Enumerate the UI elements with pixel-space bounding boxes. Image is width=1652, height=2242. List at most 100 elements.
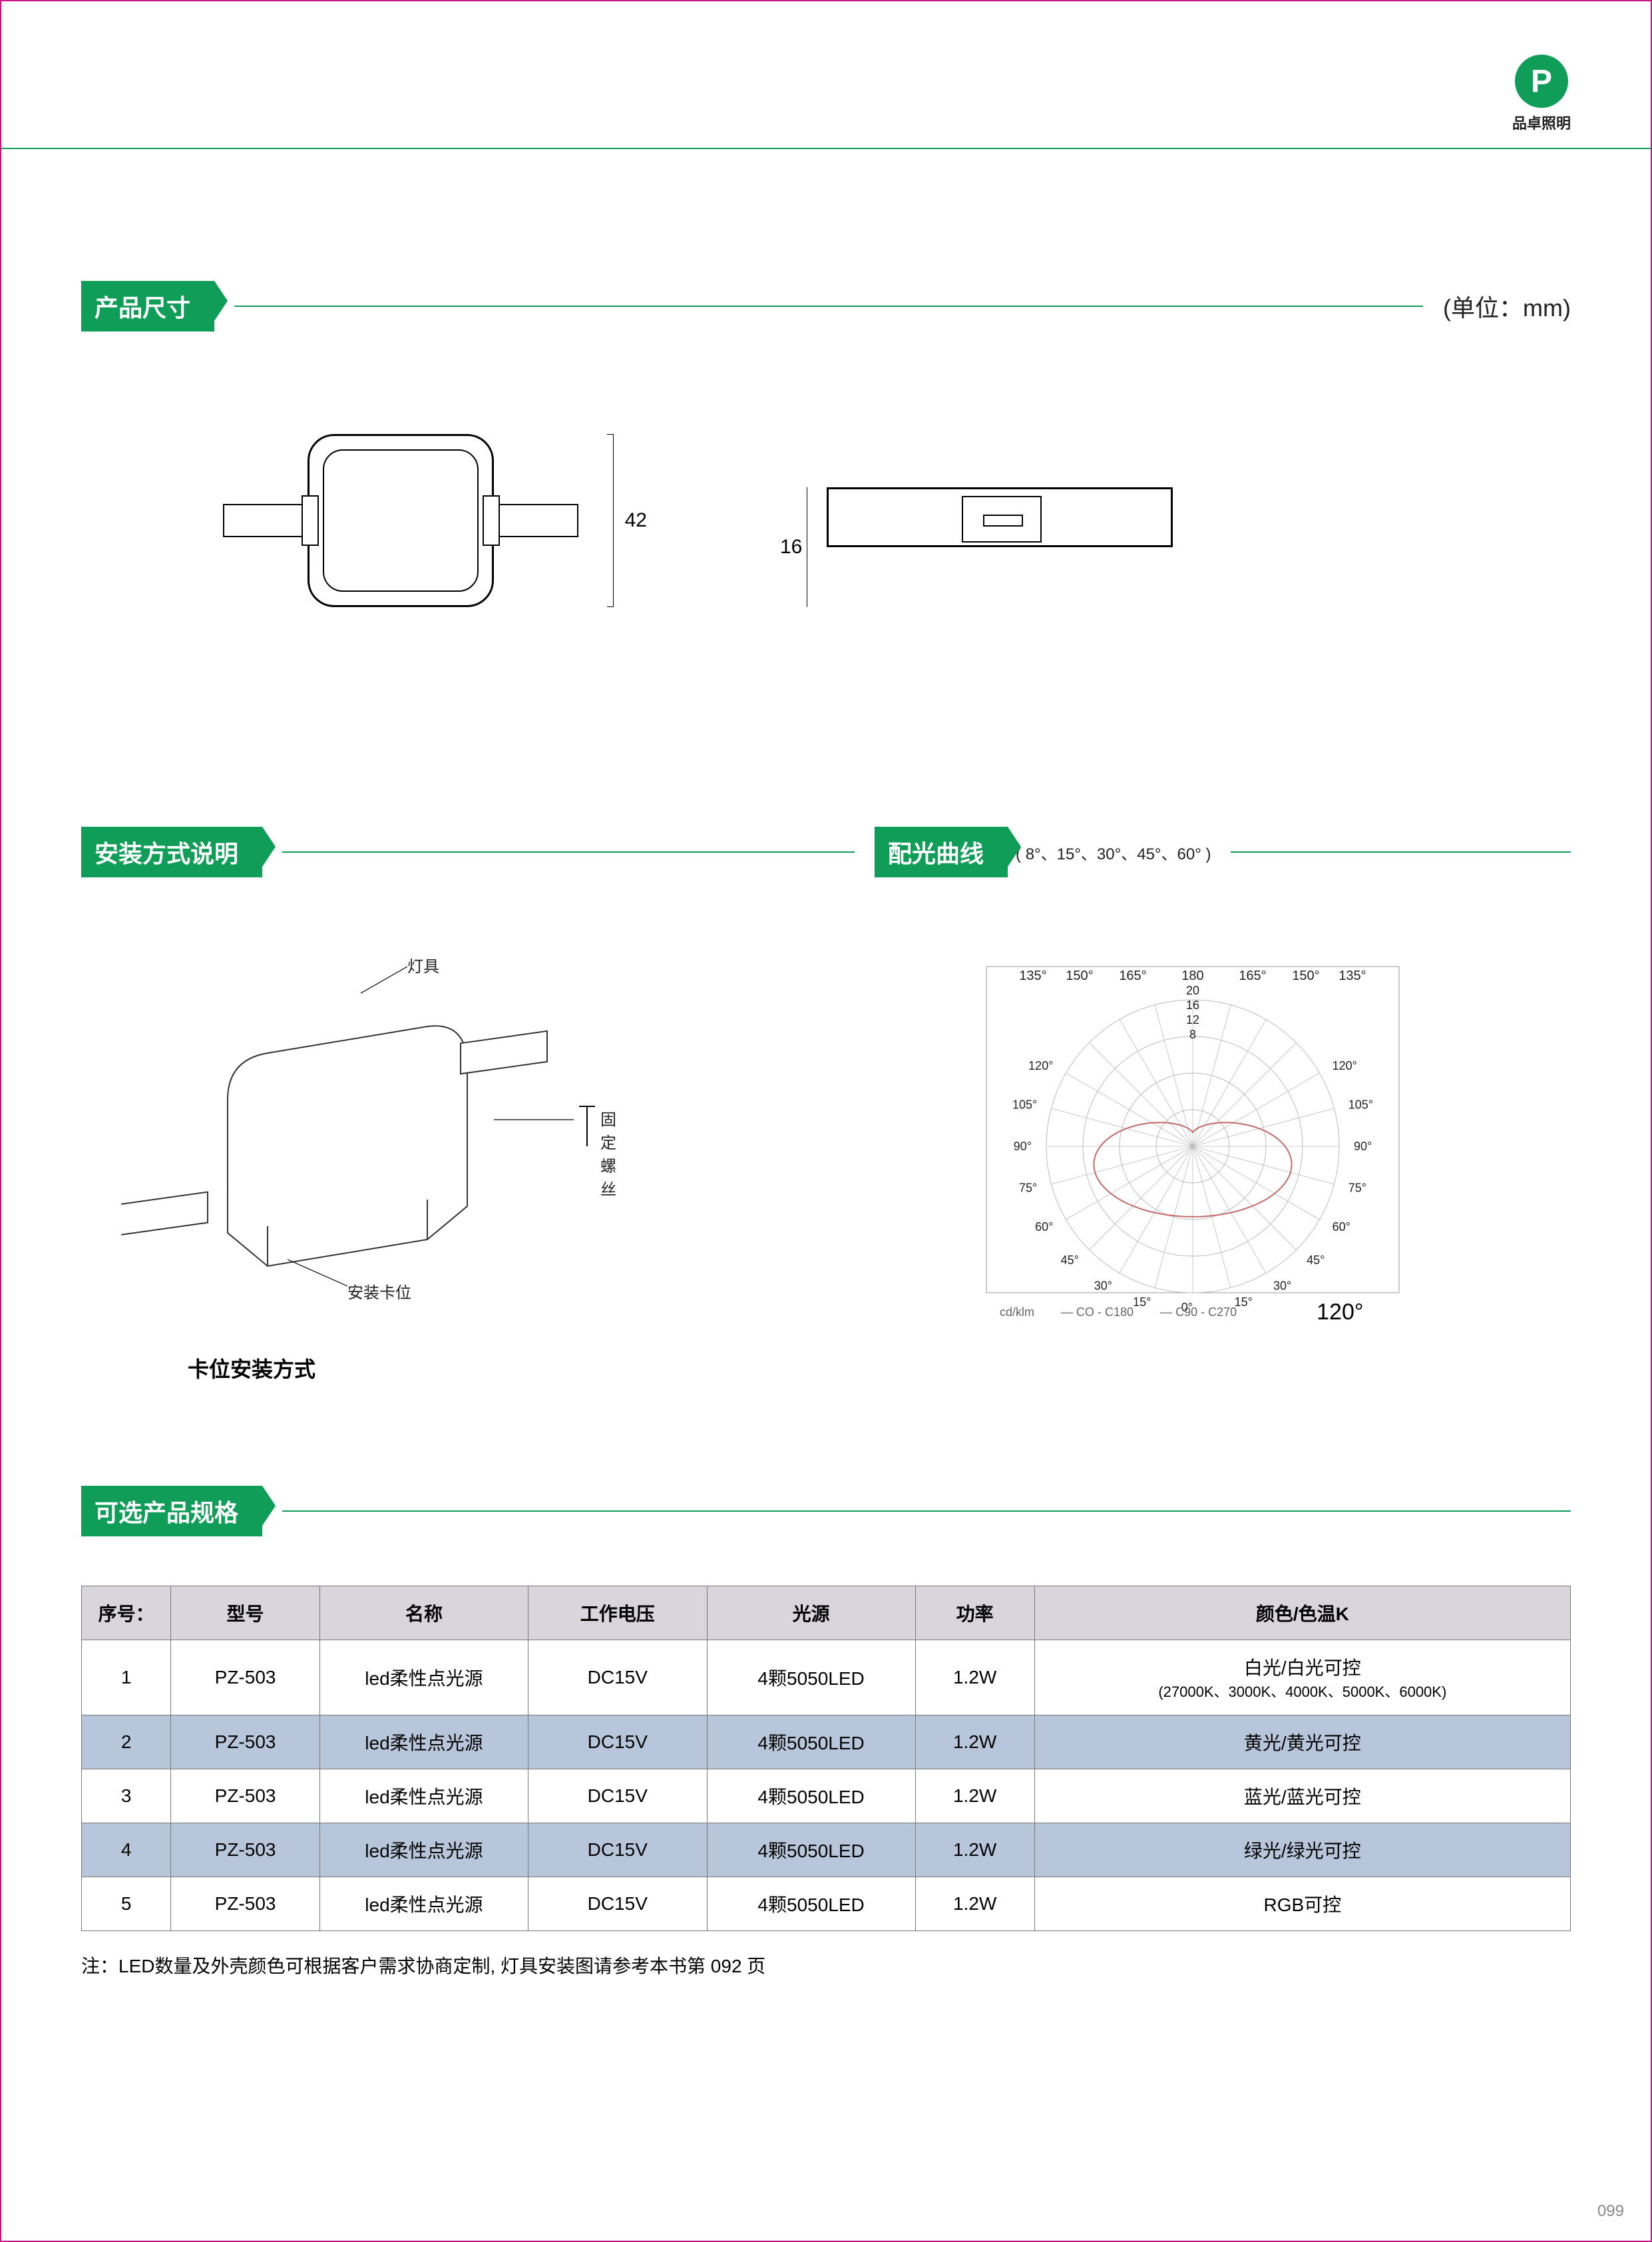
section-dims-title: 产品尺寸 (81, 281, 214, 332)
svg-text:105°: 105° (1348, 1098, 1373, 1111)
table-cell: 1 (82, 1640, 171, 1715)
table-cell: led柔性点光源 (319, 1715, 528, 1769)
table-row: 2PZ-503led柔性点光源DC15V4颗5050LED1.2W黄光/黄光可控 (82, 1715, 1571, 1769)
dim-top-view (308, 434, 494, 607)
table-header: 名称 (319, 1586, 528, 1640)
table-cell: 白光/白光可控(27000K、3000K、4000K、5000K、6000K) (1034, 1640, 1570, 1715)
specs-table-wrap: 序号：型号名称工作电压光源功率颜色/色温K1PZ-503led柔性点光源DC15… (81, 1586, 1571, 1931)
table-cell: 1.2W (915, 1823, 1034, 1877)
svg-text:105°: 105° (1012, 1098, 1037, 1111)
table-cell: DC15V (528, 1877, 707, 1931)
table-cell: PZ-503 (171, 1715, 320, 1769)
table-cell: 绿光/绿光可控 (1034, 1823, 1570, 1877)
table-cell: RGB可控 (1034, 1877, 1570, 1931)
install-figure: 灯具 固定螺丝 安装卡位 (121, 947, 587, 1306)
svg-text:12: 12 (1186, 1013, 1199, 1026)
table-cell: 5 (82, 1877, 171, 1931)
svg-text:180: 180 (1181, 969, 1203, 983)
svg-text:30°: 30° (1094, 1279, 1112, 1293)
unit-label: (单位：mm) (1443, 289, 1571, 324)
section-install-curve-header: 安装方式说明 配光曲线 ( 8°、15°、30°、45°、60° ) (81, 827, 1571, 877)
table-row: 1PZ-503led柔性点光源DC15V4颗5050LED1.2W白光/白光可控… (82, 1640, 1571, 1715)
svg-text:8: 8 (1189, 1028, 1196, 1041)
table-cell: led柔性点光源 (319, 1823, 528, 1877)
page-number: 099 (1597, 2202, 1624, 2221)
table-cell: DC15V (528, 1823, 707, 1877)
dim-height-value: 42 (625, 509, 647, 532)
callout-screw: 固定螺丝 (600, 1106, 616, 1200)
table-header: 序号： (82, 1586, 171, 1640)
table-cell: led柔性点光源 (319, 1877, 528, 1931)
svg-text:60°: 60° (1333, 1220, 1350, 1233)
callout-clip: 安装卡位 (347, 1279, 411, 1303)
table-cell: 4颗5050LED (707, 1823, 915, 1877)
svg-text:150°: 150° (1066, 969, 1093, 983)
table-cell: 1.2W (915, 1769, 1034, 1823)
table-cell: 黄光/黄光可控 (1034, 1715, 1570, 1769)
table-cell: led柔性点光源 (319, 1769, 528, 1823)
table-cell: 蓝光/蓝光可控 (1034, 1769, 1570, 1823)
svg-text:45°: 45° (1061, 1253, 1079, 1267)
table-header: 颜色/色温K (1034, 1586, 1570, 1640)
table-header: 光源 (707, 1586, 915, 1640)
table-header: 型号 (171, 1586, 320, 1640)
logo-icon: P (1515, 55, 1568, 108)
callout-fixture: 灯具 (407, 953, 439, 977)
section-dims-header: 产品尺寸 (单位：mm) (81, 281, 1571, 332)
table-cell: 3 (82, 1769, 171, 1823)
table-cell: DC15V (528, 1769, 707, 1823)
svg-text:135°: 135° (1019, 969, 1046, 983)
table-cell: 4颗5050LED (707, 1715, 915, 1769)
dim-thickness-value: 16 (780, 536, 802, 559)
polar-beam-angle: 120° (1317, 1299, 1363, 1325)
table-cell: DC15V (528, 1640, 707, 1715)
footnote: 注：LED数量及外壳颜色可根据客户需求协商定制, 灯具安装图请参考本书第 092… (81, 1952, 765, 1978)
table-cell: led柔性点光源 (319, 1640, 528, 1715)
table-row: 4PZ-503led柔性点光源DC15V4颗5050LED1.2W绿光/绿光可控 (82, 1823, 1571, 1877)
dimension-drawings: 42 16 (268, 434, 1518, 607)
section-curve-title: 配光曲线 (875, 827, 1008, 877)
polar-legend-b: — C90 - C270 (1160, 1305, 1237, 1319)
svg-text:120°: 120° (1333, 1059, 1357, 1072)
table-cell: 4颗5050LED (707, 1769, 915, 1823)
curve-angles: ( 8°、15°、30°、45°、60° ) (1016, 841, 1211, 864)
section-specs-header: 可选产品规格 (81, 1486, 1571, 1536)
svg-text:165°: 165° (1119, 969, 1146, 983)
table-cell: 4颗5050LED (707, 1640, 915, 1715)
table-row: 3PZ-503led柔性点光源DC15V4颗5050LED1.2W蓝光/蓝光可控 (82, 1769, 1571, 1823)
svg-text:150°: 150° (1292, 969, 1319, 983)
svg-text:16: 16 (1186, 999, 1199, 1012)
polar-unit: cd/klm (1000, 1305, 1034, 1319)
specs-table: 序号：型号名称工作电压光源功率颜色/色温K1PZ-503led柔性点光源DC15… (81, 1586, 1571, 1931)
brand-logo: P 品卓照明 (1512, 55, 1571, 133)
table-row: 5PZ-503led柔性点光源DC15V4颗5050LED1.2WRGB可控 (82, 1877, 1571, 1931)
svg-text:20: 20 (1186, 984, 1199, 997)
table-cell: PZ-503 (171, 1769, 320, 1823)
table-cell: 4颗5050LED (707, 1877, 915, 1931)
brand-name: 品卓照明 (1512, 112, 1571, 133)
svg-text:165°: 165° (1239, 969, 1266, 983)
svg-text:90°: 90° (1354, 1140, 1372, 1153)
table-cell: 2 (82, 1715, 171, 1769)
svg-text:90°: 90° (1014, 1140, 1032, 1153)
table-cell: 1.2W (915, 1877, 1034, 1931)
polar-legend-a: — CO - C180 (1061, 1305, 1134, 1319)
svg-text:75°: 75° (1348, 1182, 1366, 1195)
svg-text:120°: 120° (1028, 1059, 1053, 1072)
header-rule (1, 148, 1651, 149)
section-specs-title: 可选产品规格 (81, 1486, 262, 1536)
svg-text:60°: 60° (1035, 1220, 1053, 1233)
svg-text:75°: 75° (1019, 1182, 1037, 1195)
polar-chart: 135° 150° 165° 180 165° 150° 135° 20 1612 8 120° 12… (946, 947, 1439, 1373)
svg-text:135°: 135° (1339, 969, 1366, 983)
table-cell: PZ-503 (171, 1823, 320, 1877)
section-install-title: 安装方式说明 (81, 827, 262, 877)
table-cell: DC15V (528, 1715, 707, 1769)
table-cell: 1.2W (915, 1715, 1034, 1769)
table-cell: 4 (82, 1823, 171, 1877)
table-cell: PZ-503 (171, 1640, 320, 1715)
svg-text:45°: 45° (1307, 1253, 1325, 1267)
table-header: 工作电压 (528, 1586, 707, 1640)
table-cell: 1.2W (915, 1640, 1034, 1715)
svg-text:30°: 30° (1273, 1279, 1291, 1293)
